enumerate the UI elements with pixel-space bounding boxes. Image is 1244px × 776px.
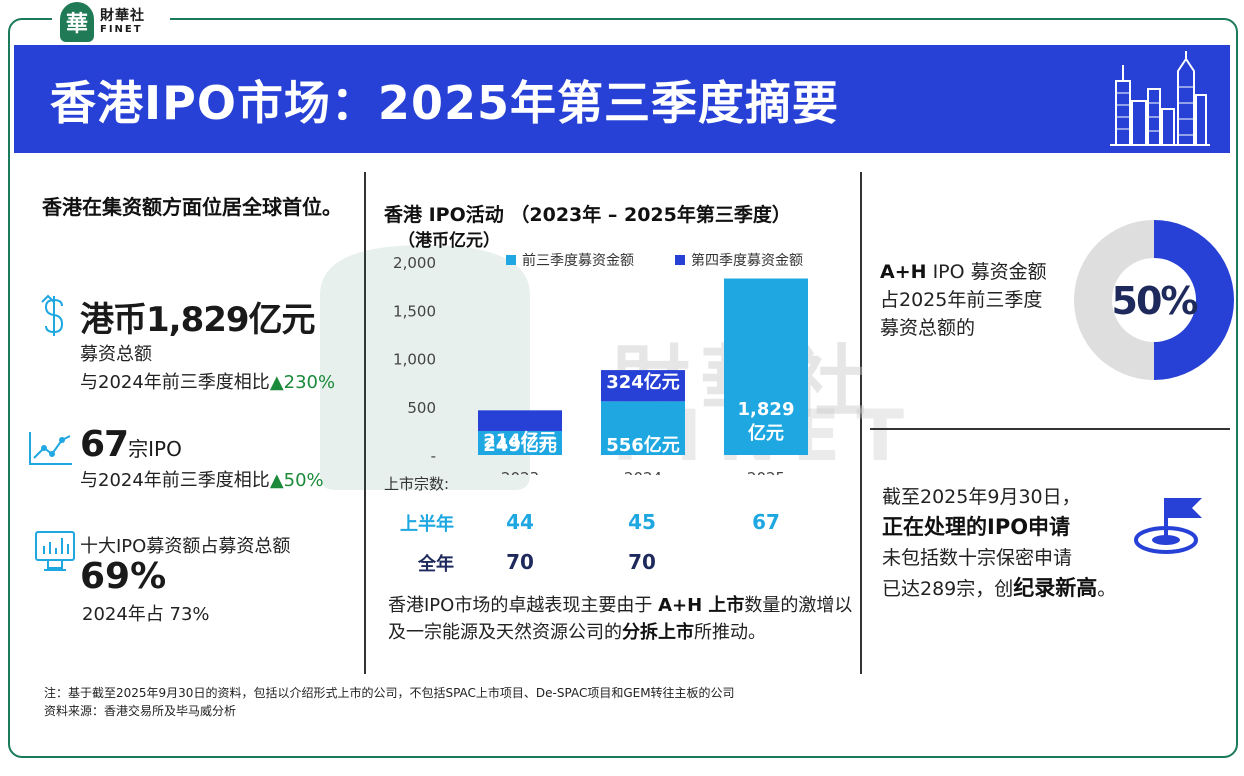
pend-line3: 已达289宗，创: [882, 578, 1014, 600]
fund-total-value: 港币1,829亿元: [80, 300, 316, 340]
ah-bold: A+H: [880, 261, 927, 283]
pend-line2: 未包括数十宗保密申请: [882, 547, 1073, 569]
ah-line3: 募资总额的: [880, 317, 976, 339]
fund-total-label: 募资总额: [80, 344, 152, 365]
bar-q4-2024: [601, 370, 685, 402]
chart-title: 香港 IPO活动 （2023年 – 2025年第三季度）: [384, 204, 791, 226]
ipo-compare-text: 与2024年前三季度相比: [80, 470, 270, 491]
flag-icon: [1134, 498, 1202, 554]
ah-line2: 占2025年前三季度: [880, 289, 1043, 311]
fund-compare-text: 与2024年前三季度相比: [80, 372, 270, 393]
bar-q1q3-2023: [478, 430, 562, 455]
note-p3: 所推动。: [694, 622, 766, 643]
ipo-change: ▲50%: [269, 470, 324, 491]
divider-left: [364, 172, 366, 674]
ipo-count-value: 67: [80, 424, 129, 465]
y-tick-label: 1,500: [393, 302, 436, 320]
note-p2: 数量的激增以及一宗能源及天然资源公司的: [388, 595, 853, 643]
x-tick-label-2024: 2024: [624, 469, 662, 475]
note-p1: 香港IPO市场的卓越表现主要由于: [388, 595, 659, 616]
ah-line1: IPO 募资金额: [926, 261, 1047, 283]
pend-bold2: 纪录新高: [1013, 576, 1098, 600]
page-frame: [8, 18, 1238, 758]
footnote-note: 注：基于截至2025年9月30日的资料，包括以介绍形式上市的公司，不包括SPAC…: [44, 686, 735, 700]
y-tick-label: 500: [407, 399, 436, 417]
left-headline: 香港在集资额方面位居全球首位。: [42, 195, 342, 219]
h1-2024: 45: [628, 510, 656, 534]
footnote: 注：基于截至2025年9月30日的资料，包括以介绍形式上市的公司，不包括SPAC…: [44, 684, 735, 720]
top10-prev: 2024年占 73%: [82, 604, 210, 625]
right-divider: [870, 428, 1230, 430]
full-2023: 70: [506, 550, 534, 574]
donut-value: 50%: [1112, 279, 1198, 323]
ah-share-donut: 50%: [1074, 220, 1234, 380]
bar-q1q3-2024: [601, 401, 685, 455]
x-tick-label-2023: 2023: [501, 469, 539, 475]
logo-seal: 華: [60, 2, 94, 42]
pend-end: 。: [1097, 578, 1117, 600]
y-tick-label: -: [431, 447, 436, 465]
logo-seal-char: 華: [65, 12, 88, 37]
table-row-label: 上市宗数:: [384, 475, 450, 493]
page-title: 香港IPO市场：2025年第三季度摘要: [50, 76, 839, 130]
bar-q1q3-2025: [724, 278, 808, 455]
x-tick-label-2025: 2025: [747, 469, 785, 475]
data-label-q4-2023: 214亿元: [483, 429, 557, 451]
note-b1: A+H 上市: [658, 595, 745, 616]
line-chart-icon: [29, 432, 72, 465]
footnote-source: 资料来源：香港交易所及毕马威分析: [44, 704, 237, 718]
title-banner: 香港IPO市场：2025年第三季度摘要: [14, 45, 1230, 153]
pend-bold: 正在处理的IPO申请: [882, 515, 1071, 539]
logo-cn: 財華社: [100, 8, 145, 24]
ah-share-text: A+H IPO 募资金额 占2025年前三季度 募资总额的: [880, 258, 1047, 342]
note-b2: 分拆上市: [622, 622, 694, 643]
chart-ylabel: （港币亿元）: [398, 231, 500, 251]
table-row-h1-label: 上半年: [400, 514, 454, 535]
dollar-icon: [41, 294, 64, 336]
legend-swatch-q4: [675, 255, 685, 265]
full-2024: 70: [628, 550, 656, 574]
top10-value: 69%: [80, 556, 167, 597]
fund-change: ▲230%: [269, 372, 336, 393]
chart-commentary: 香港IPO市场的卓越表现主要由于 A+H 上市数量的激增以及一宗能源及天然资源公…: [388, 592, 856, 646]
y-tick-label: 1,000: [393, 351, 436, 369]
ipo-count-unit: 宗IPO: [128, 437, 182, 461]
legend-swatch-q1q3: [506, 255, 516, 265]
legend-label-q4: 第四季度募资金额: [691, 252, 803, 269]
data-label-q1q3-unit-2025: 亿元: [748, 422, 784, 444]
y-tick-label: 2,000: [393, 254, 436, 272]
skyline-icon: [1110, 51, 1210, 146]
ipo-bar-chart: 2,000 1,500 1,000 500 - 前三季度募资金额 第四季度募资金额 214亿元…: [393, 252, 808, 475]
donut-hole: [1112, 258, 1196, 342]
logo-en: FINET: [100, 24, 143, 35]
divider-right: [860, 172, 862, 674]
fund-compare-line: 与2024年前三季度相比▲230%: [80, 368, 335, 394]
monitor-chart-icon: [35, 531, 75, 571]
table-row-full-label: 全年: [418, 554, 454, 575]
data-label-q1q3-2024: 556亿元: [606, 434, 680, 456]
pend-line1: 截至2025年9月30日，: [882, 486, 1081, 508]
data-label-q1q3-2025: 1,829: [738, 399, 795, 420]
h1-2025: 67: [752, 510, 780, 534]
ipo-count-block: 67宗IPO: [80, 424, 182, 465]
finet-logo: 華 財華社 FINET: [52, 2, 170, 42]
pending-applications-text: 截至2025年9月30日， 正在处理的IPO申请 未包括数十宗保密申请 已达28…: [882, 482, 1122, 604]
ipo-compare-line: 与2024年前三季度相比▲50%: [80, 466, 324, 492]
data-label-q4-2024: 324亿元: [606, 371, 680, 393]
data-label-q1q3-2023: 249亿元: [483, 434, 557, 456]
bar-q4-2023: [478, 410, 562, 431]
h1-2023: 44: [506, 510, 534, 534]
top10-label: 十大IPO募资额占募资总额: [80, 536, 291, 557]
legend-label-q1q3: 前三季度募资金额: [522, 252, 634, 269]
